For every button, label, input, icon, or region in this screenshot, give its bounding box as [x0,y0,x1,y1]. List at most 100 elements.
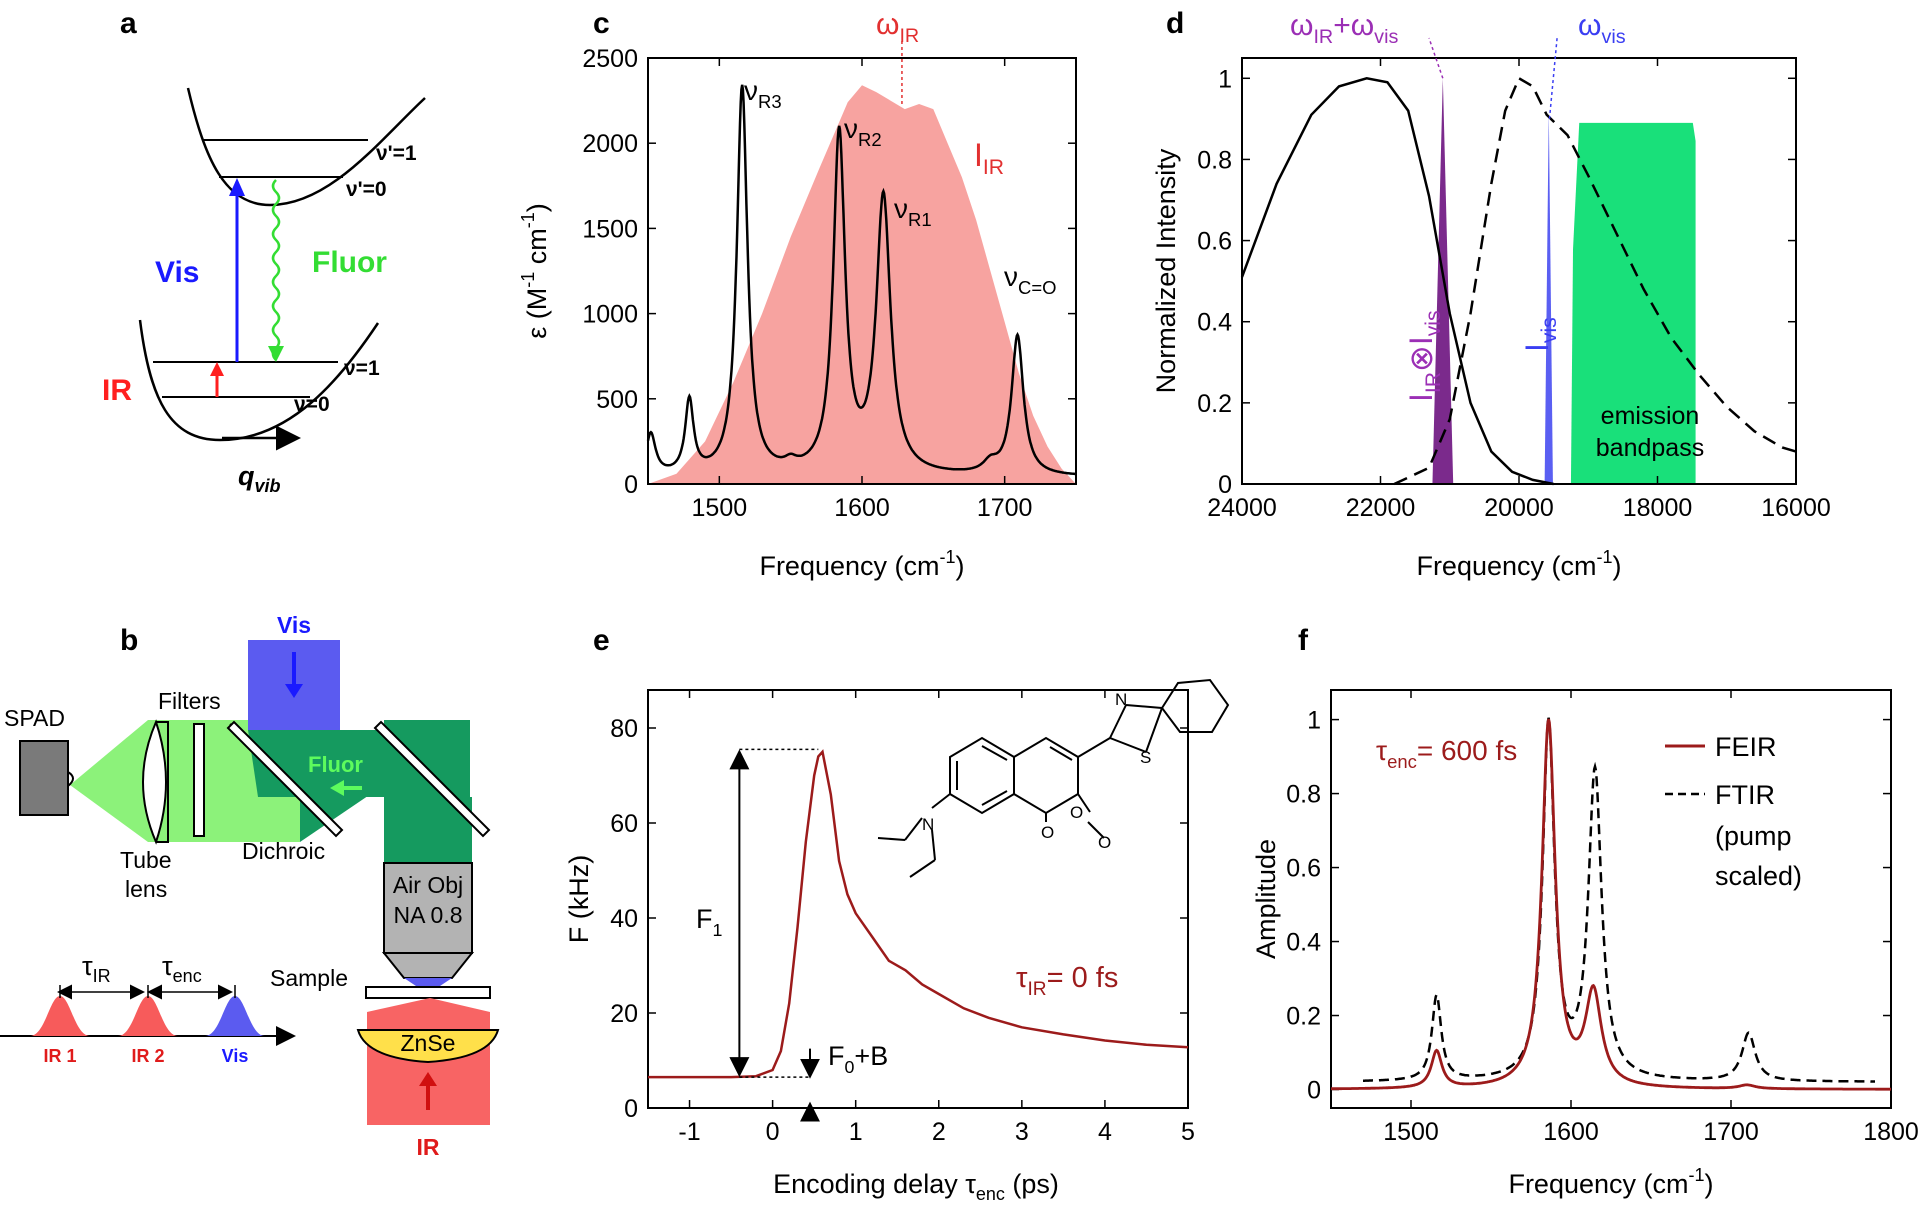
panel-label-e: e [593,624,610,657]
label-nu-r2: νR2 [844,113,882,150]
y-tick-label: 1500 [582,215,638,243]
label-tube-lens-2: lens [125,876,167,902]
label-lower-v1: ν=1 [344,357,380,380]
y-axis-label: F (kHz) [564,855,594,943]
pulse-ir2 [118,996,178,1036]
x-tick-label: 1500 [692,494,748,522]
label-tau-ir: τIR [82,951,111,986]
label-pulse-vis: Vis [222,1046,249,1066]
y-axis-label: ε (M-1 cm-1) [518,203,552,339]
y-tick-label: 1000 [582,301,638,329]
label-omega-ir: ωIR [876,8,919,47]
ground-state-potential [138,319,380,442]
label-qvib: qvib [238,461,281,496]
x-tick-label: 1800 [1863,1118,1919,1146]
label-nu-co: νC=O [1004,261,1057,298]
air-objective [383,862,473,954]
label-ir-beam: IR [417,1134,440,1160]
label-i-vis: Ivis [1519,317,1561,352]
y-tick-label: 0.6 [1197,228,1232,256]
panel-label-a: a [120,7,137,40]
plot-frame [647,689,1189,1109]
vis-down-arrow [285,684,303,698]
svg-text:O: O [1098,833,1111,852]
x-axis-label: Frequency (cm-1) [1416,547,1621,581]
panel-label-d: d [1166,7,1184,40]
fluor-left-arrow [330,780,344,796]
label-fluor: Fluor [312,246,387,279]
x-tick-label: 1700 [977,494,1033,522]
y-tick-label: 0.8 [1286,781,1321,809]
x-tick-label: 2 [932,1118,946,1146]
excited-state-potential [186,87,426,207]
vis-arrowhead [229,178,245,196]
objective-label-2: NA 0.8 [393,902,462,928]
sample-slide [365,986,491,999]
y-tick-label: 40 [610,905,638,933]
label-bandpass: bandpass [1596,434,1704,462]
y-tick-label: 1 [1218,65,1232,93]
svg-text:N: N [922,815,934,834]
omega-sum-marker [1428,37,1444,79]
x-tick-label: 3 [1015,1118,1029,1146]
y-tick-label: 0.4 [1197,309,1232,337]
label-tau-enc: τenc [162,951,202,986]
objective-label-1: Air Obj [393,872,463,898]
znse-lens [356,1029,500,1064]
vis-spike [1544,110,1553,484]
fluor-arrowhead [268,346,284,362]
label-emission: emission [1601,402,1700,430]
label-filters: Filters [158,688,221,714]
svg-text:O: O [1041,823,1054,842]
svg-text:O: O [1070,803,1083,822]
label-tau-enc-600fs: τenc= 600 fs [1376,735,1517,772]
label-tau-ir-0fs: τIR= 0 fs [1016,962,1118,1000]
x-tick-label: 4 [1098,1118,1112,1146]
label-ir-vis-product: IIR⊗Ivis [1403,310,1445,402]
x-tick-label: 1600 [1543,1118,1599,1146]
x-tick-label: 1600 [834,494,890,522]
panel-label-b: b [120,624,138,657]
label-pulse-ir2: IR 2 [131,1046,164,1066]
panel-label-c: c [593,7,610,40]
feir-curve [1331,718,1891,1091]
y-tick-label: 0 [624,471,638,499]
y-tick-label: 20 [610,1000,638,1028]
x-axis-label: Frequency (cm-1) [1508,1165,1713,1199]
svg-text:N: N [1115,690,1127,709]
plot-frame [1330,689,1892,1109]
panel-label-f: f [1298,624,1309,657]
chart-d-electronic-spectra: 24000 22000 20000 18000 16000 0 0.2 0.4 0.6 0.8 1 ω… [1151,9,1831,581]
legend-feir-label: FEIR [1715,732,1777,762]
y-tick-label: 60 [610,810,638,838]
x-tick-label: 0 [766,1118,780,1146]
label-upper-v1: ν'=1 [376,142,417,165]
label-ir: IR [102,374,132,407]
y-tick-label: 0 [1218,471,1232,499]
label-f0-b: F0+B [828,1041,888,1077]
y-tick-label: 2500 [582,45,638,73]
label-dichroic: Dichroic [242,838,325,864]
y-tick-label: 0.4 [1286,929,1321,957]
label-nu-r3: νR3 [744,75,782,112]
ftir-curve [1363,717,1875,1083]
pulse-ir1 [30,996,90,1036]
label-omega-sum: ωIR+ωvis [1290,9,1398,48]
absorption-line [646,84,1076,476]
label-f1: F1 [696,904,723,940]
coumarin-molecule-structure [877,678,1230,878]
filters [193,723,205,837]
chart-c-absorption-spectrum: 1500 1600 1700 0 500 1000 1500 2000 2500 νR3 νR2 νR… [518,8,1077,581]
ir-arrowhead [210,362,224,376]
y-tick-label: 0.2 [1286,1003,1321,1031]
y-tick-label: 0.8 [1197,146,1232,174]
label-vis: Vis [155,256,200,289]
x-tick-label: 24000 [1207,494,1277,522]
molecule-atom-labels: N O O O N S [922,690,1151,852]
x-tick-label: 20000 [1484,494,1554,522]
plot-frame [1241,57,1797,485]
chart-e-fluorescence-delay: -1 0 1 2 3 4 5 0 20 40 60 80 F1 F0+B τIR= 0 fs Encoding… [564,689,1195,1204]
label-spad: SPAD [4,705,65,731]
y-tick-label: 0 [624,1095,638,1123]
